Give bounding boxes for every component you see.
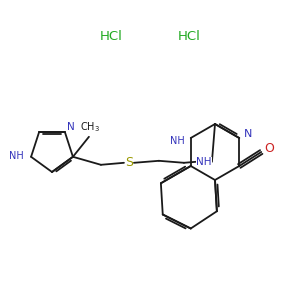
Text: N: N <box>244 129 253 139</box>
Text: S: S <box>125 156 133 169</box>
Text: CH$_3$: CH$_3$ <box>80 120 100 134</box>
Text: HCl: HCl <box>100 29 122 43</box>
Text: N: N <box>67 122 75 132</box>
Text: NH: NH <box>196 157 212 167</box>
Text: NH: NH <box>170 136 185 146</box>
Text: HCl: HCl <box>178 29 200 43</box>
Text: O: O <box>264 142 274 154</box>
Text: NH: NH <box>9 151 24 161</box>
